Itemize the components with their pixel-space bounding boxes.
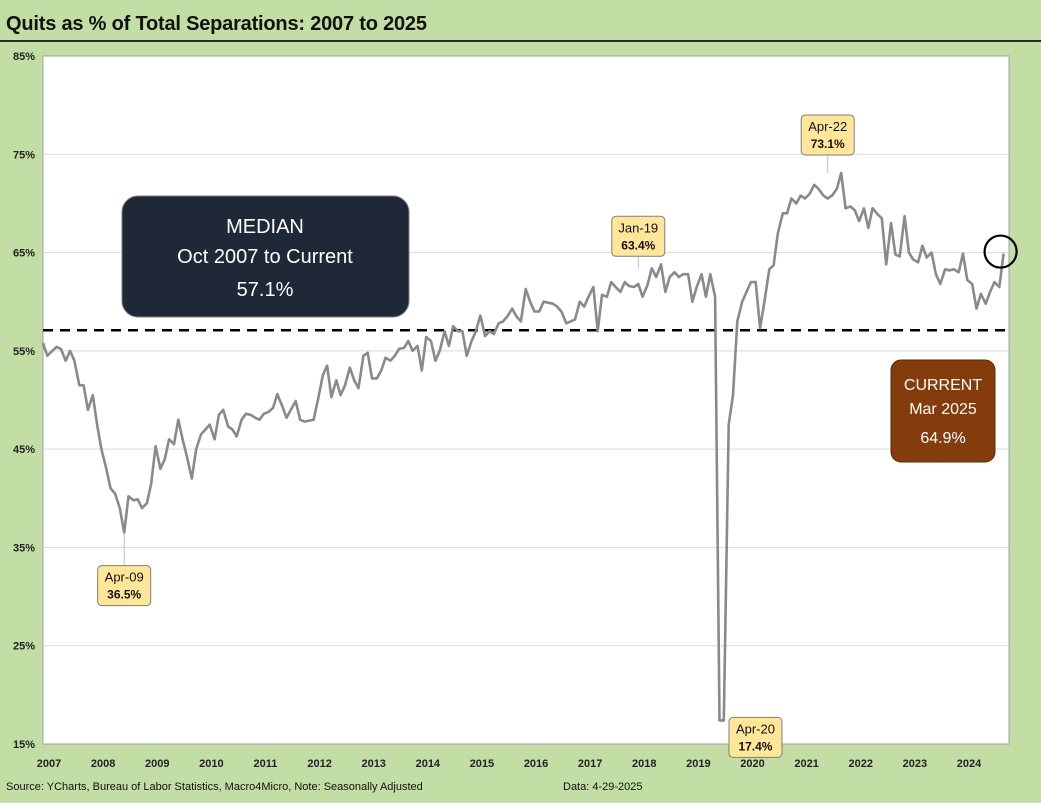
x-tick-label: 2017 xyxy=(578,758,602,770)
callout-date: Apr-09 xyxy=(105,570,144,585)
callout-jan-19: Jan-19 63.4% xyxy=(611,215,666,269)
median-box: MEDIAN Oct 2007 to Current 57.1% xyxy=(121,195,410,318)
x-tick-label: 2019 xyxy=(686,758,710,770)
callout-value: 17.4% xyxy=(738,739,772,753)
median-box-title: MEDIAN xyxy=(226,216,304,238)
date-note: Data: 4-29-2025 xyxy=(563,781,643,793)
y-tick-label: 35% xyxy=(13,542,35,554)
y-tick-label: 15% xyxy=(13,739,35,751)
x-tick-label: 2018 xyxy=(632,758,656,770)
callout-apr-09: Apr-09 36.5% xyxy=(97,532,152,607)
x-tick-label: 2022 xyxy=(849,758,873,770)
current-value-marker xyxy=(983,234,1018,269)
chart-title: Quits as % of Total Separations: 2007 to… xyxy=(6,13,427,35)
x-tick-label: 2013 xyxy=(361,758,385,770)
callout-apr-22: Apr-22 73.1% xyxy=(800,114,855,173)
x-tick-label: 2010 xyxy=(199,758,223,770)
current-box-title: CURRENT xyxy=(904,377,982,394)
x-tick-label: 2016 xyxy=(524,758,548,770)
title-rule xyxy=(0,40,1041,42)
current-box-value: 64.9% xyxy=(920,430,965,447)
plot-area xyxy=(42,55,1010,745)
x-tick-label: 2008 xyxy=(91,758,115,770)
y-axis: 15% 25% 35% 45% 55% 65% 75% 85% xyxy=(13,51,35,751)
callout-box xyxy=(728,716,783,758)
callout-value: 73.1% xyxy=(811,137,845,151)
callout-value: 63.4% xyxy=(621,238,655,252)
x-tick-label: 2014 xyxy=(416,758,441,770)
y-tick-label: 55% xyxy=(13,346,35,358)
callout-date: Apr-22 xyxy=(808,119,847,134)
median-box-range: Oct 2007 to Current xyxy=(177,246,353,268)
y-tick-label: 25% xyxy=(13,641,35,653)
y-tick-label: 75% xyxy=(13,149,35,161)
median-box-value: 57.1% xyxy=(237,279,294,301)
x-axis: 2007 2008 2009 2010 2011 2012 2013 2014 2015 2016… xyxy=(37,758,982,770)
series-line xyxy=(41,171,1005,722)
callout-date: Apr-20 xyxy=(736,721,775,736)
x-tick-label: 2007 xyxy=(37,758,61,770)
callout-value: 36.5% xyxy=(107,588,141,602)
title-bar: Quits as % of Total Separations: 2007 to… xyxy=(0,0,1041,42)
x-tick-label: 2011 xyxy=(254,758,278,770)
x-tick-label: 2009 xyxy=(145,758,169,770)
x-tick-label: 2012 xyxy=(307,758,331,770)
callout-date: Jan-19 xyxy=(618,220,658,235)
x-tick-label: 2024 xyxy=(957,758,982,770)
callouts: Apr-09 36.5% Jan-19 63.4% Apr-22 73.1% Apr-20 1… xyxy=(97,114,855,758)
y-tick-label: 85% xyxy=(13,51,35,63)
y-tick-label: 45% xyxy=(13,444,35,456)
y-tick-label: 65% xyxy=(13,248,35,260)
callout-box xyxy=(611,215,666,257)
x-tick-label: 2023 xyxy=(903,758,927,770)
x-tick-label: 2021 xyxy=(794,758,818,770)
x-tick-label: 2020 xyxy=(740,758,764,770)
callout-box xyxy=(800,114,855,156)
source-note: Source: YCharts, Bureau of Labor Statist… xyxy=(6,781,423,793)
callout-apr-20: Apr-20 17.4% xyxy=(728,716,783,758)
current-box: CURRENT Mar 2025 64.9% xyxy=(890,359,996,463)
current-box-date: Mar 2025 xyxy=(909,401,977,418)
callout-box xyxy=(97,565,152,607)
x-tick-label: 2015 xyxy=(470,758,494,770)
